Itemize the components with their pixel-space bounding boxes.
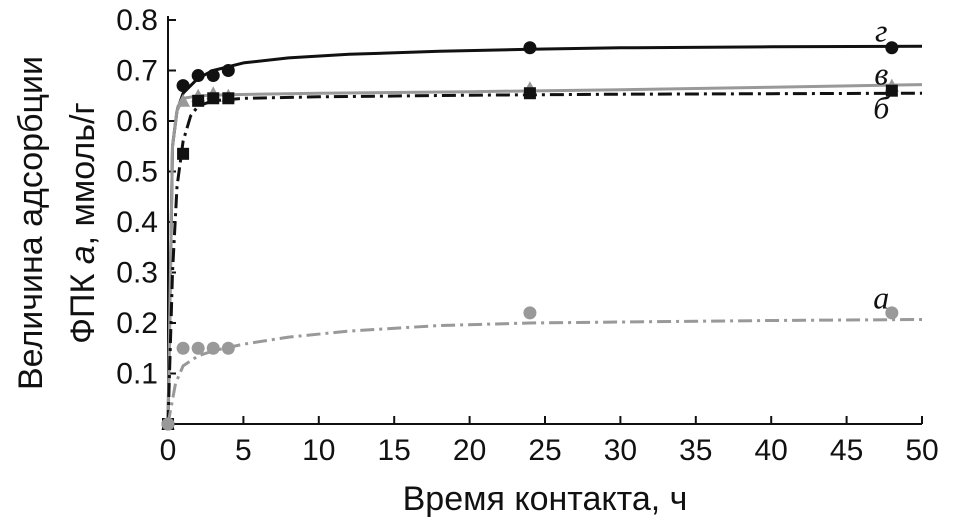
series-label: г: [875, 13, 887, 49]
y-axis-title-line2: ФПК a, ммоль/г: [64, 102, 102, 344]
y-tick-label: 0.4: [116, 206, 158, 239]
data-point-circle: [191, 341, 205, 355]
series-markers: [161, 41, 899, 431]
y-tick-label: 0.3: [116, 257, 158, 290]
series-label: в: [874, 56, 888, 92]
series-curves: [166, 44, 923, 425]
data-point-circle: [176, 79, 190, 93]
series-label: б: [873, 89, 890, 125]
y-tick-label: 0.6: [116, 105, 158, 138]
x-tick-label: 30: [604, 434, 637, 467]
x-axis-title: Время контакта, ч: [403, 480, 688, 518]
series-label: а: [873, 279, 889, 315]
x-tick-label: 40: [755, 434, 788, 467]
data-point-circle: [206, 341, 220, 355]
y-tick-label: 0.2: [116, 307, 158, 340]
x-tick-label: 50: [905, 434, 938, 467]
data-point-triangle: [176, 93, 191, 107]
data-point-square: [523, 87, 536, 100]
y-tick-label: 0.8: [116, 4, 158, 37]
series-line-1: [166, 44, 923, 425]
y-axis-title-variable: a: [64, 245, 102, 264]
data-point-square: [192, 94, 205, 107]
y-axis-title-suffix: , ммоль/г: [64, 102, 102, 245]
axes: 0 5 10 15 20 25 30 35 40 45 50 0.1 0.2 0.3 0.4 0.5 0.6 0.…: [116, 4, 938, 467]
x-tick-label: 45: [830, 434, 863, 467]
data-point-circle: [176, 341, 190, 355]
data-point-circle: [161, 417, 175, 431]
data-point-circle: [221, 341, 235, 355]
x-tick-label: 10: [302, 434, 335, 467]
data-point-circle: [523, 41, 537, 55]
x-tick-label: 35: [679, 434, 712, 467]
data-point-circle: [885, 41, 899, 55]
series-line-2: [166, 83, 923, 425]
data-point-circle: [523, 306, 537, 320]
y-axis-title-line1: Величина адсорбции: [12, 56, 50, 390]
data-point-square: [177, 147, 190, 160]
series-line-3: [166, 91, 923, 425]
data-point-circle: [206, 69, 220, 83]
data-point-square: [222, 92, 235, 105]
series-line-4: [166, 318, 923, 425]
x-tick-label: 15: [378, 434, 411, 467]
y-tick-label: 0.1: [116, 358, 158, 391]
x-tick-label: 0: [160, 434, 177, 467]
y-tick-label: 0.5: [116, 156, 158, 189]
x-tick-label: 25: [528, 434, 561, 467]
y-axis-title-prefix: ФПК: [64, 264, 102, 344]
x-tick-label: 20: [453, 434, 486, 467]
series-labels: гвб а: [873, 13, 890, 316]
data-point-square: [885, 84, 898, 97]
data-point-square: [207, 92, 220, 105]
data-point-circle: [191, 69, 205, 83]
x-tick-label: 5: [235, 434, 252, 467]
y-tick-label: 0.7: [116, 55, 158, 88]
data-point-circle: [221, 64, 235, 77]
data-point-circle: [885, 306, 899, 320]
